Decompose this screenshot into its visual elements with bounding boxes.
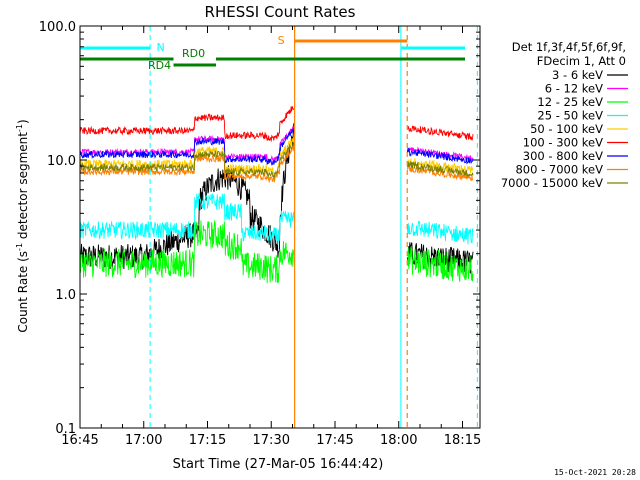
legend-header-line-1: Det 1f,3f,4f,5f,6f,9f, [512,40,626,54]
x-tick-label: 17:00 [125,433,162,448]
legend-label: 25 - 50 keV [537,109,603,123]
y-tick-label: 10.0 [47,154,76,169]
legend-label: 7000 - 15000 keV [501,176,603,190]
series-12-25-kev [79,219,474,284]
legend-label: 3 - 6 keV [552,68,603,82]
legend-label: 800 - 7000 keV [515,163,603,177]
plot-frame [79,25,481,429]
saa-label: S [278,34,285,47]
footer-timestamp: 15-Oct-2021 20:28 [554,468,636,477]
y-tick-label: 1.0 [55,288,76,303]
series-300-800-kev [79,128,474,166]
x-tick-label: 17:15 [189,433,226,448]
series-trace [407,125,474,141]
series-25-50-kev [79,193,474,245]
series-trace [79,128,295,166]
series-trace [406,220,474,245]
series-3-6-kev [79,123,474,274]
x-tick-label: 18:15 [444,433,481,448]
y-axis-label: Count Rate (s-1 detector segment-1) [15,119,30,332]
series-trace [79,106,295,142]
series-trace [406,147,474,165]
series-trace [79,141,295,179]
series-trace [79,193,295,245]
y-tick-label: 100.0 [39,20,76,35]
series-trace [79,144,295,183]
series-trace [79,123,295,270]
series-trace [406,160,474,179]
axes: 16:45 17:00 17:15 17:30 17:45 18:00 18:15 0.1 1.… [39,20,481,448]
series-7000-15000-kev [79,141,474,179]
series-trace [406,246,474,282]
series-trace [406,146,474,162]
decim-label-rd4: RD4 [148,59,171,72]
series-100-300-kev [79,106,474,142]
legend: Det 1f,3f,4f,5f,6f,9f, FDecim 1, Att 0 3… [501,40,628,190]
legend-label: 12 - 25 keV [537,95,603,109]
legend-label: 100 - 300 keV [523,136,603,150]
chart-title: RHESSI Count Rates [205,3,356,21]
legend-label: 300 - 800 keV [523,149,603,163]
plot-area: N S RD0 RD4 [79,26,478,428]
y-tick-label: 0.1 [55,422,76,437]
legend-label: 6 - 12 keV [545,82,603,96]
legend-label: 50 - 100 keV [530,122,603,136]
legend-header-line-2: FDecim 1, Att 0 [537,54,626,68]
night-label: N [157,41,165,54]
x-tick-label: 16:45 [61,433,98,448]
x-axis-label: Start Time (27-Mar-05 16:44:42) [173,457,384,472]
x-tick-label: 17:45 [316,433,353,448]
decim-label-rd0: RD0 [182,47,205,60]
x-tick-label: 18:00 [380,433,417,448]
x-tick-label: 17:30 [253,433,290,448]
series-trace [79,219,295,284]
